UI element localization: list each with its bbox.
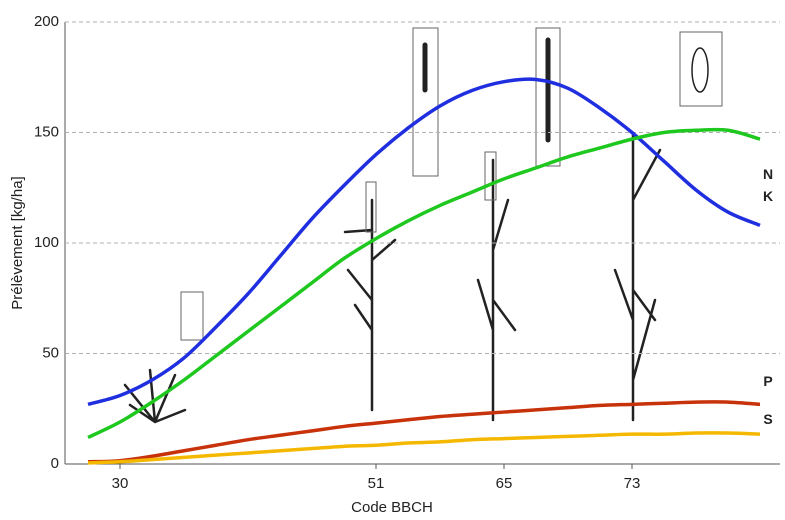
y-axis-label: Prélèvement [kg/ha] [9,176,26,309]
y-tick-label: 50 [42,344,59,361]
series-label: S [763,411,772,427]
series-label: K [763,188,773,204]
y-tick-label: 0 [51,455,59,472]
line-series [87,400,761,464]
x-tick-label: 65 [496,475,513,492]
x-tick-label: 51 [368,475,385,492]
x-axis-label: Code BBCH [351,499,433,516]
plant-illustrations [123,27,723,424]
series-label: P [763,373,772,389]
x-tick-label: 73 [624,475,641,492]
line-series [87,127,761,440]
line-series [87,77,761,407]
line-series [87,431,761,465]
x-tick-label: 30 [112,475,129,492]
y-tick-label: 100 [34,234,59,251]
y-tick-label: 150 [34,123,59,140]
series-label: N [763,166,773,182]
y-tick-label: 200 [34,13,59,30]
